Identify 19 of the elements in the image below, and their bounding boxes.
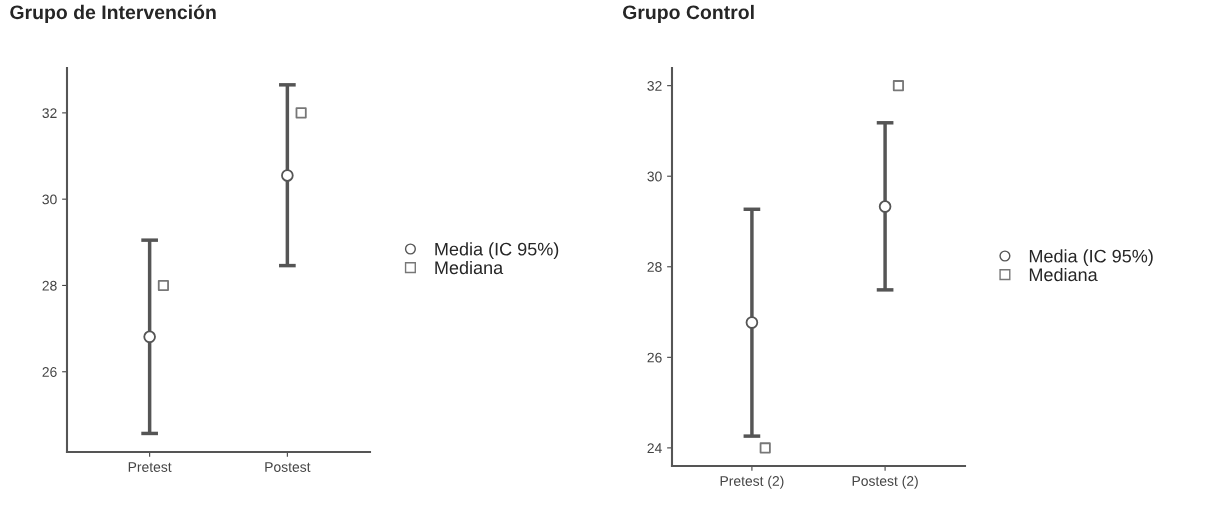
x-tick-label: Pretest (2) [720,475,784,489]
x-tick-label: Postest (2) [852,475,918,489]
y-tick-label: 26 [42,367,57,377]
y-tick-label: 24 [647,443,662,453]
y-tick-label: 30 [42,194,57,205]
legend-label: Mediana [1029,267,1098,282]
y-tick-label: 28 [42,280,57,291]
y-tick-label: 32 [647,80,662,91]
legend-label: Media (IC 95%) [1029,249,1153,267]
legend-label: Mediana [435,260,504,275]
legend-label: Media (IC 95%) [435,242,559,260]
y-tick-label: 32 [42,108,57,119]
x-tick-label: Postest [265,462,311,472]
y-tick-label: 30 [647,171,662,182]
chart-title: Grupo Control [622,4,754,23]
chart-title: Grupo de Intervención [10,4,216,23]
y-tick-label: 26 [647,352,662,363]
x-tick-label: Pretest [128,462,172,472]
y-tick-label: 28 [647,262,662,272]
